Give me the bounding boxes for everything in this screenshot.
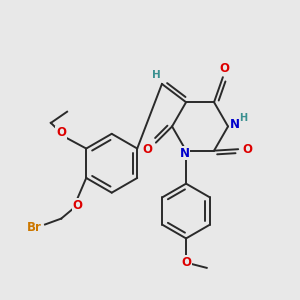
Text: O: O: [219, 62, 229, 75]
Text: N: N: [230, 118, 239, 130]
Text: O: O: [243, 143, 253, 156]
Text: O: O: [181, 256, 191, 269]
Text: H: H: [239, 113, 247, 123]
Text: Br: Br: [27, 221, 42, 234]
Text: O: O: [142, 142, 153, 156]
Text: O: O: [56, 126, 66, 140]
Text: N: N: [180, 146, 190, 160]
Text: H: H: [152, 70, 161, 80]
Text: O: O: [72, 199, 82, 212]
